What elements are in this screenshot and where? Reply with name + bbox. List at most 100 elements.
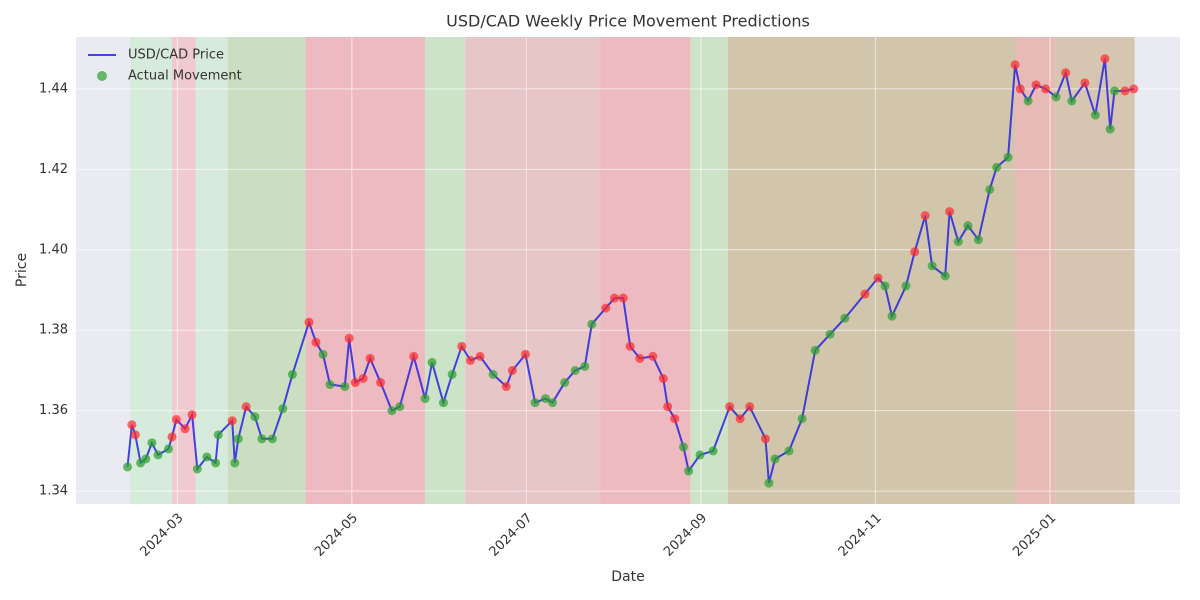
movement-point — [376, 378, 386, 388]
y-tick-label: 1.34 — [39, 484, 68, 499]
prediction-band — [600, 37, 691, 504]
movement-point — [1090, 110, 1100, 120]
movement-point — [257, 434, 267, 444]
movement-point — [1067, 96, 1077, 106]
movement-point — [708, 446, 718, 456]
movement-point — [609, 293, 619, 303]
movement-point — [1105, 124, 1115, 134]
movement-point — [213, 430, 223, 440]
movement-point — [784, 446, 794, 456]
movement-point — [164, 444, 174, 454]
prediction-band — [465, 37, 601, 504]
movement-point — [202, 452, 212, 462]
movement-point — [501, 382, 511, 392]
movement-point — [409, 351, 419, 361]
movement-point — [1051, 92, 1061, 102]
movement-point — [760, 434, 770, 444]
movement-point — [810, 345, 820, 355]
movement-point — [963, 221, 973, 231]
movement-point — [1120, 86, 1130, 96]
movement-point — [311, 337, 321, 347]
movement-point — [670, 414, 680, 424]
legend-label: Actual Movement — [128, 69, 242, 84]
prediction-band — [727, 37, 1016, 504]
movement-point — [180, 424, 190, 434]
x-tick-label: 2025-01 — [1010, 511, 1059, 560]
movement-point — [541, 394, 551, 404]
movement-point — [227, 416, 237, 426]
prediction-band — [1055, 37, 1135, 504]
movement-point — [167, 432, 177, 442]
movement-point — [678, 442, 688, 452]
movement-point — [304, 317, 314, 327]
movement-point — [695, 450, 705, 460]
movement-point — [122, 462, 132, 472]
movement-point — [684, 466, 694, 476]
movement-point — [395, 402, 405, 412]
chart-title: USD/CAD Weekly Price Movement Prediction… — [446, 12, 810, 31]
movement-point — [618, 293, 628, 303]
x-axis-label: Date — [611, 569, 644, 585]
movement-point — [488, 369, 498, 379]
movement-point — [420, 394, 430, 404]
movement-point — [725, 402, 735, 412]
marks — [122, 54, 1139, 488]
movement-point — [625, 341, 635, 351]
movement-point — [130, 430, 140, 440]
prediction-band — [130, 37, 172, 504]
y-tick-label: 1.36 — [39, 403, 68, 418]
movement-point — [233, 434, 243, 444]
movement-point — [1061, 68, 1071, 78]
movement-point — [992, 162, 1002, 172]
prediction-band — [425, 37, 466, 504]
movement-point — [438, 398, 448, 408]
movement-point — [1015, 84, 1025, 94]
movement-point — [560, 378, 570, 388]
bands — [130, 37, 1135, 504]
movement-point — [171, 415, 181, 425]
movement-point — [973, 235, 983, 245]
prediction-band — [172, 37, 196, 504]
movement-point — [648, 351, 658, 361]
y-tick-label: 1.42 — [39, 162, 68, 177]
movement-point — [447, 369, 457, 379]
movement-point — [940, 271, 950, 281]
movement-point — [267, 434, 277, 444]
movement-point — [457, 341, 467, 351]
movement-point — [147, 438, 157, 448]
movement-point — [365, 353, 375, 363]
y-tick-label: 1.40 — [39, 242, 68, 257]
movement-point — [1023, 96, 1033, 106]
movement-point — [658, 374, 668, 384]
movement-point — [1003, 152, 1013, 162]
movement-point — [860, 289, 870, 299]
movement-point — [1031, 80, 1041, 90]
y-tick-label: 1.44 — [39, 81, 68, 96]
movement-point — [358, 374, 368, 384]
movement-point — [570, 365, 580, 375]
movement-point — [920, 211, 930, 221]
movement-point — [278, 404, 288, 414]
movement-point — [985, 184, 995, 194]
movement-point — [187, 410, 197, 420]
movement-point — [475, 351, 485, 361]
movement-point — [325, 380, 335, 390]
movement-point — [927, 261, 937, 271]
movement-point — [587, 319, 597, 329]
prediction-band — [305, 37, 426, 504]
x-tick-label: 2024-07 — [487, 511, 536, 560]
movement-point — [945, 207, 955, 217]
movement-point — [663, 402, 673, 412]
movement-point — [601, 303, 611, 313]
movement-point — [465, 355, 475, 365]
movement-point — [770, 454, 780, 464]
movement-point — [250, 412, 260, 422]
movement-point — [127, 420, 137, 430]
movement-point — [211, 458, 221, 468]
y-axis-label: Price — [14, 253, 30, 287]
x-tick-label: 2024-09 — [661, 511, 710, 560]
movement-point — [344, 333, 354, 343]
x-tick-label: 2024-03 — [138, 511, 187, 560]
